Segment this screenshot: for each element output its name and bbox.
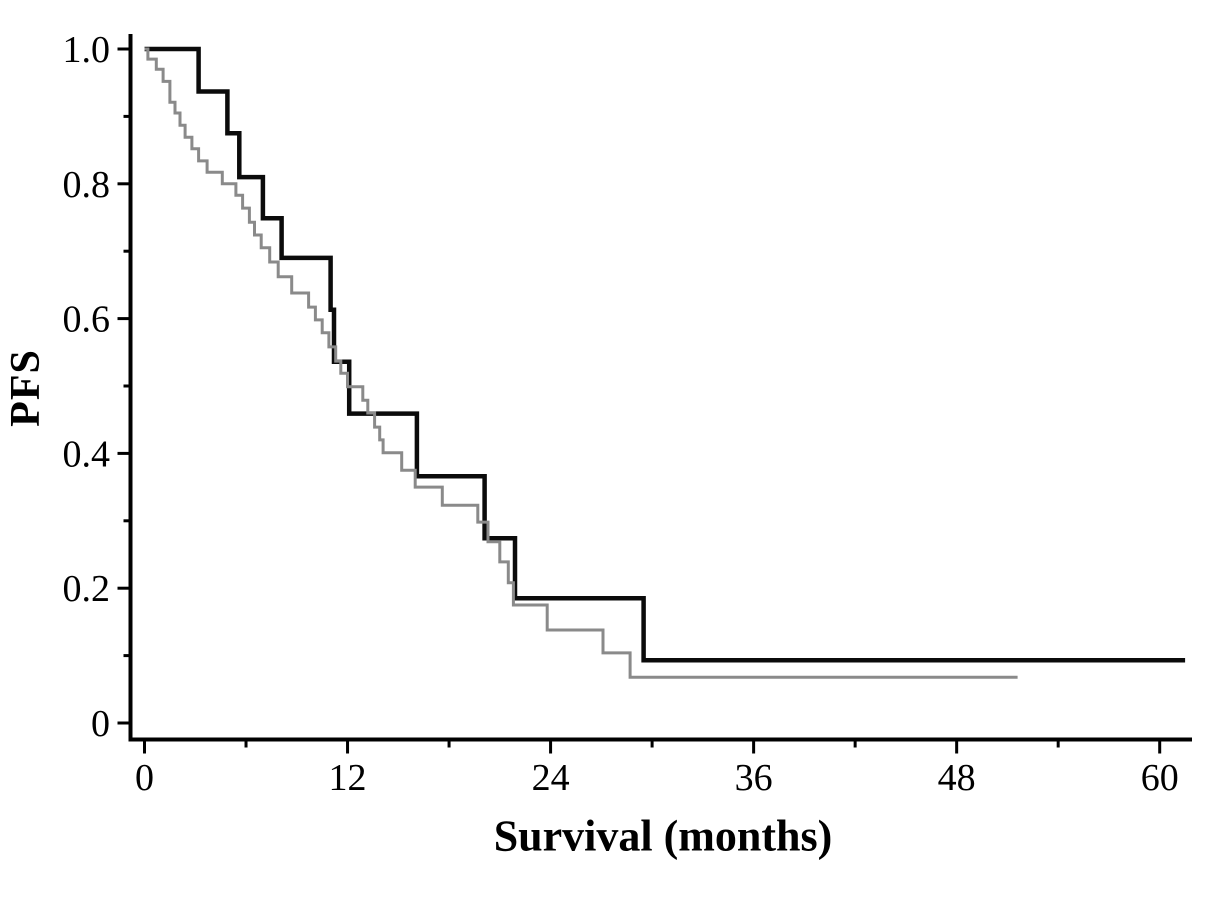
x-tick-label: 48	[938, 757, 976, 799]
x-tick-label: 36	[735, 757, 773, 799]
x-tick-label: 12	[329, 757, 367, 799]
y-tick-label: 0.8	[63, 164, 111, 206]
gray-curve	[144, 47, 1018, 679]
black-curve	[144, 46, 1186, 663]
x-tick-label: 24	[532, 757, 570, 799]
y-tick-label: 0.2	[63, 568, 111, 610]
y-tick-label: 0.4	[63, 433, 111, 475]
y-tick-label: 0.6	[63, 299, 111, 341]
x-tick-label: 0	[135, 757, 154, 799]
y-axis-title: PFS	[3, 349, 49, 427]
y-tick-label: 1.0	[63, 29, 111, 71]
y-tick-label: 0	[91, 703, 110, 745]
x-tick-label: 60	[1141, 757, 1179, 799]
x-axis-title: Survival (months)	[493, 811, 833, 861]
